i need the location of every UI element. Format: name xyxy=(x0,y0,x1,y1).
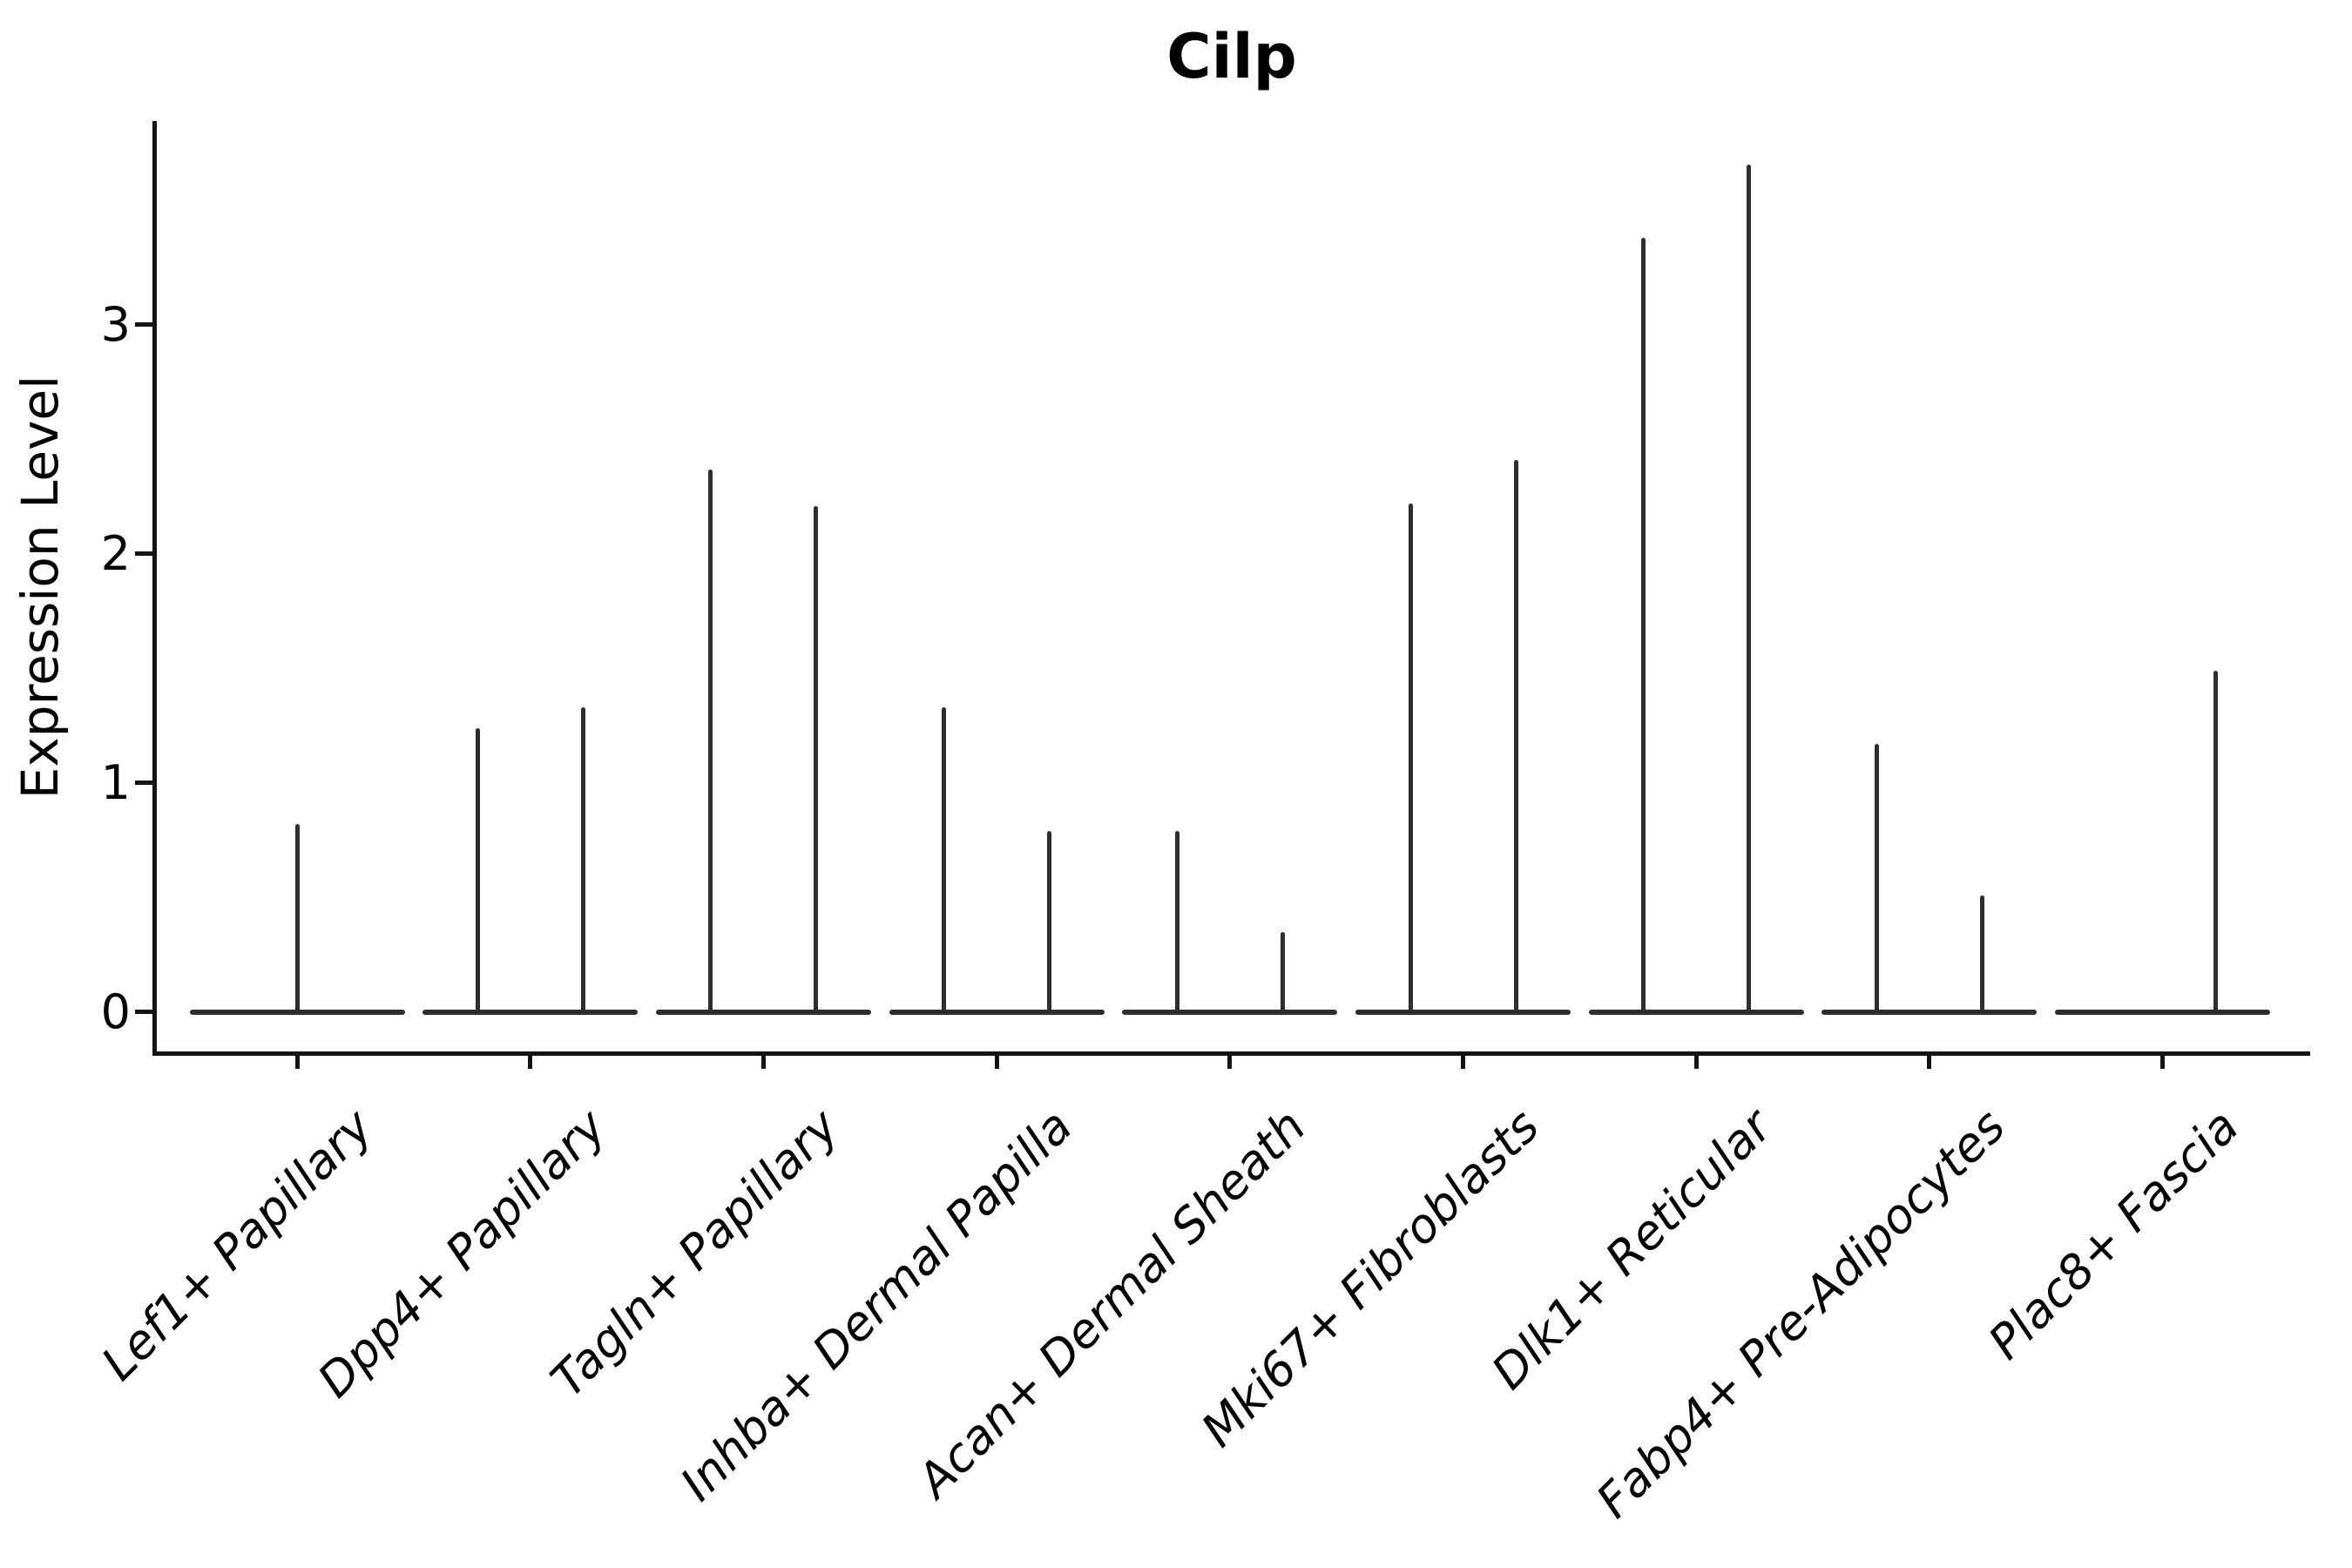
violin-baseline xyxy=(1588,1010,1804,1015)
x-tick-mark xyxy=(1461,1056,1465,1069)
y-tick-label: 1 xyxy=(100,755,131,810)
violin-max-spike xyxy=(1747,164,1752,1015)
x-tick-mark xyxy=(294,1056,300,1069)
violin-max-spike xyxy=(2213,671,2218,1015)
violin-max-spike xyxy=(1641,238,1646,1015)
x-tick-mark xyxy=(994,1056,999,1069)
violin-baseline xyxy=(1122,1010,1338,1015)
x-tick-mark xyxy=(528,1056,533,1069)
violin-max-spike xyxy=(1408,504,1413,1015)
violin-max-spike xyxy=(1047,831,1052,1015)
violin-max-spike xyxy=(294,824,300,1015)
violin-max-spike xyxy=(814,505,819,1015)
x-tick-mark xyxy=(1927,1056,1932,1069)
y-axis-label: Expression Level xyxy=(10,375,70,800)
violin-baseline xyxy=(655,1010,871,1015)
y-tick-label: 3 xyxy=(100,297,131,352)
y-tick-mark xyxy=(135,551,154,556)
violin-max-spike xyxy=(475,727,480,1015)
violin-max-spike xyxy=(1979,895,1984,1015)
y-tick-label: 0 xyxy=(100,984,131,1039)
violin-baseline xyxy=(889,1010,1105,1015)
violin-max-spike xyxy=(708,469,713,1015)
y-tick-mark xyxy=(135,322,154,327)
x-tick-mark xyxy=(760,1056,766,1069)
y-tick-mark xyxy=(135,781,154,785)
violin-baseline xyxy=(2055,1010,2271,1015)
chart-title: Cilp xyxy=(1166,21,1297,92)
x-tick-mark xyxy=(2160,1056,2166,1069)
y-tick-label: 2 xyxy=(100,526,131,581)
x-axis-spine xyxy=(152,1051,2310,1056)
x-tick-mark xyxy=(1693,1056,1699,1069)
violin-max-spike xyxy=(580,707,585,1015)
violin-baseline xyxy=(422,1010,639,1015)
y-tick-mark xyxy=(135,1010,154,1014)
violin-baseline xyxy=(1355,1010,1571,1015)
y-axis-spine xyxy=(152,121,157,1056)
violin-baseline xyxy=(1821,1010,2038,1015)
violin-max-spike xyxy=(1174,831,1179,1015)
x-tick-mark xyxy=(1227,1056,1233,1069)
violin-max-spike xyxy=(1513,460,1518,1015)
violin-max-spike xyxy=(1874,744,1879,1015)
violin-max-spike xyxy=(1280,931,1285,1015)
violin-max-spike xyxy=(942,707,947,1015)
